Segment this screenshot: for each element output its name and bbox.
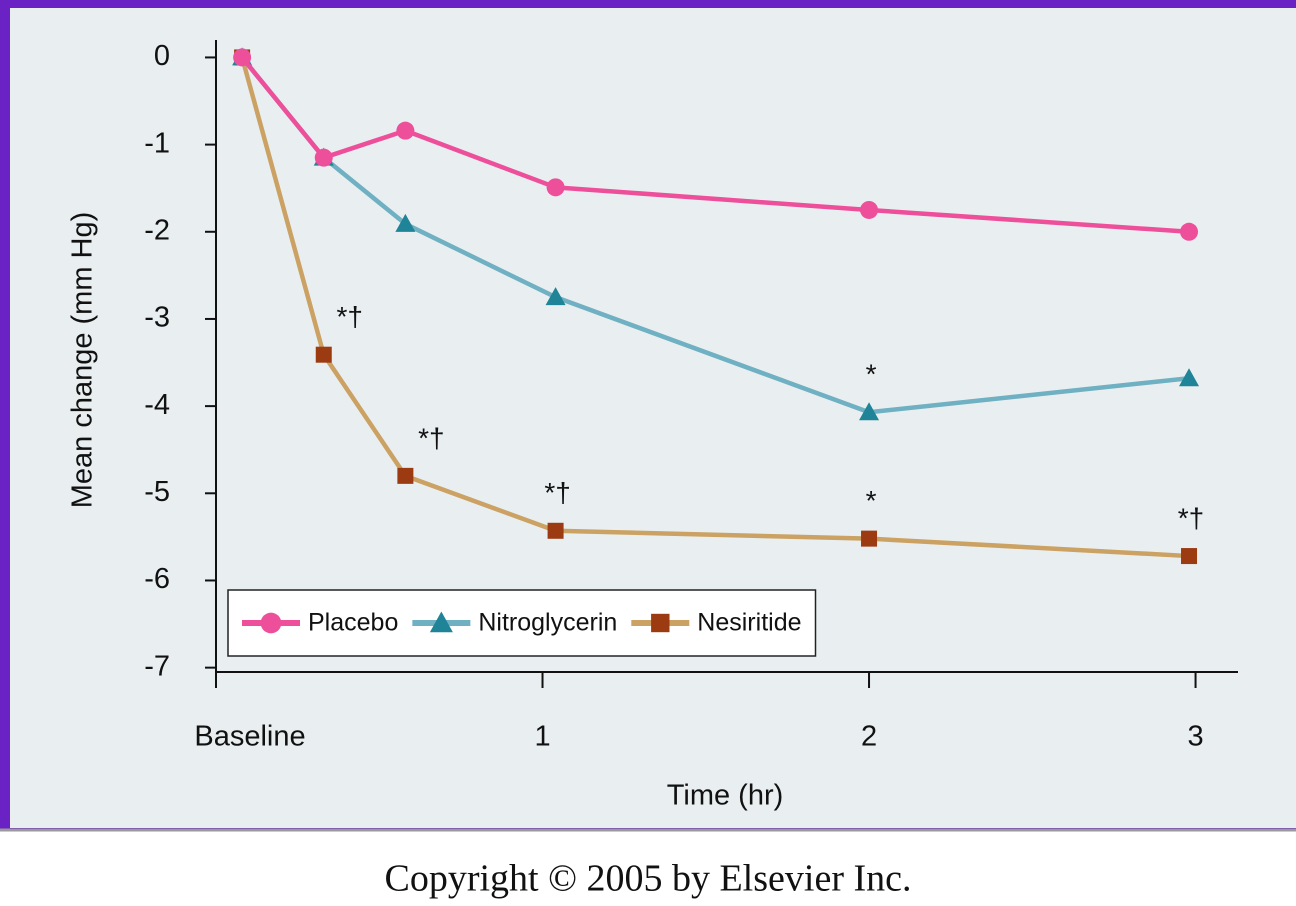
marker [651,613,670,633]
copyright: Copyright © 2005 by Elsevier Inc. [384,858,911,900]
y-tick-label: 0 [154,40,170,72]
annotation: *† [337,301,363,332]
y-tick-label: -3 [144,302,170,334]
marker [233,48,252,67]
y-axis-title: Mean change (mm Hg) [67,212,99,509]
y-tick-label: -2 [144,214,170,246]
x-axis-title: Time (hr) [667,780,784,812]
annotation: *† [544,477,570,508]
marker [1181,548,1198,565]
annotation: * [866,485,877,516]
marker [860,200,879,219]
annotation: *† [1178,502,1204,533]
x-tick-label: Baseline [194,721,305,753]
legend-box [227,589,817,657]
marker [859,402,880,421]
marker [397,467,414,484]
marker [546,178,565,197]
x-tick-label: 3 [1187,721,1203,753]
legend-label: Nesiritide [697,609,801,637]
marker [260,612,282,634]
series-line [239,56,1190,559]
x-tick-label: 2 [861,721,877,753]
legend: Placebo Nitroglycerin Nesiritide [227,589,817,657]
y-tick-label: -7 [144,650,170,682]
y-tick-label: -6 [144,563,170,595]
plot-background [10,8,1296,828]
marker [861,530,878,547]
marker [314,148,333,167]
y-tick-label: -1 [144,127,170,159]
annotation: *† [418,422,444,453]
marker [395,213,416,232]
marker [1180,222,1199,241]
marker [315,346,332,363]
marker [1179,368,1200,387]
x-tick-label: 1 [534,721,550,753]
legend-label: Nitroglycerin [478,609,617,637]
y-tick-label: -5 [144,476,170,508]
series-line [240,56,1190,235]
annotation: * [866,359,877,390]
marker [545,287,566,306]
y-tick-label: -4 [144,389,170,421]
marker [396,121,415,140]
marker [429,611,453,633]
marker [547,522,564,539]
legend-label: Placebo [308,609,398,637]
